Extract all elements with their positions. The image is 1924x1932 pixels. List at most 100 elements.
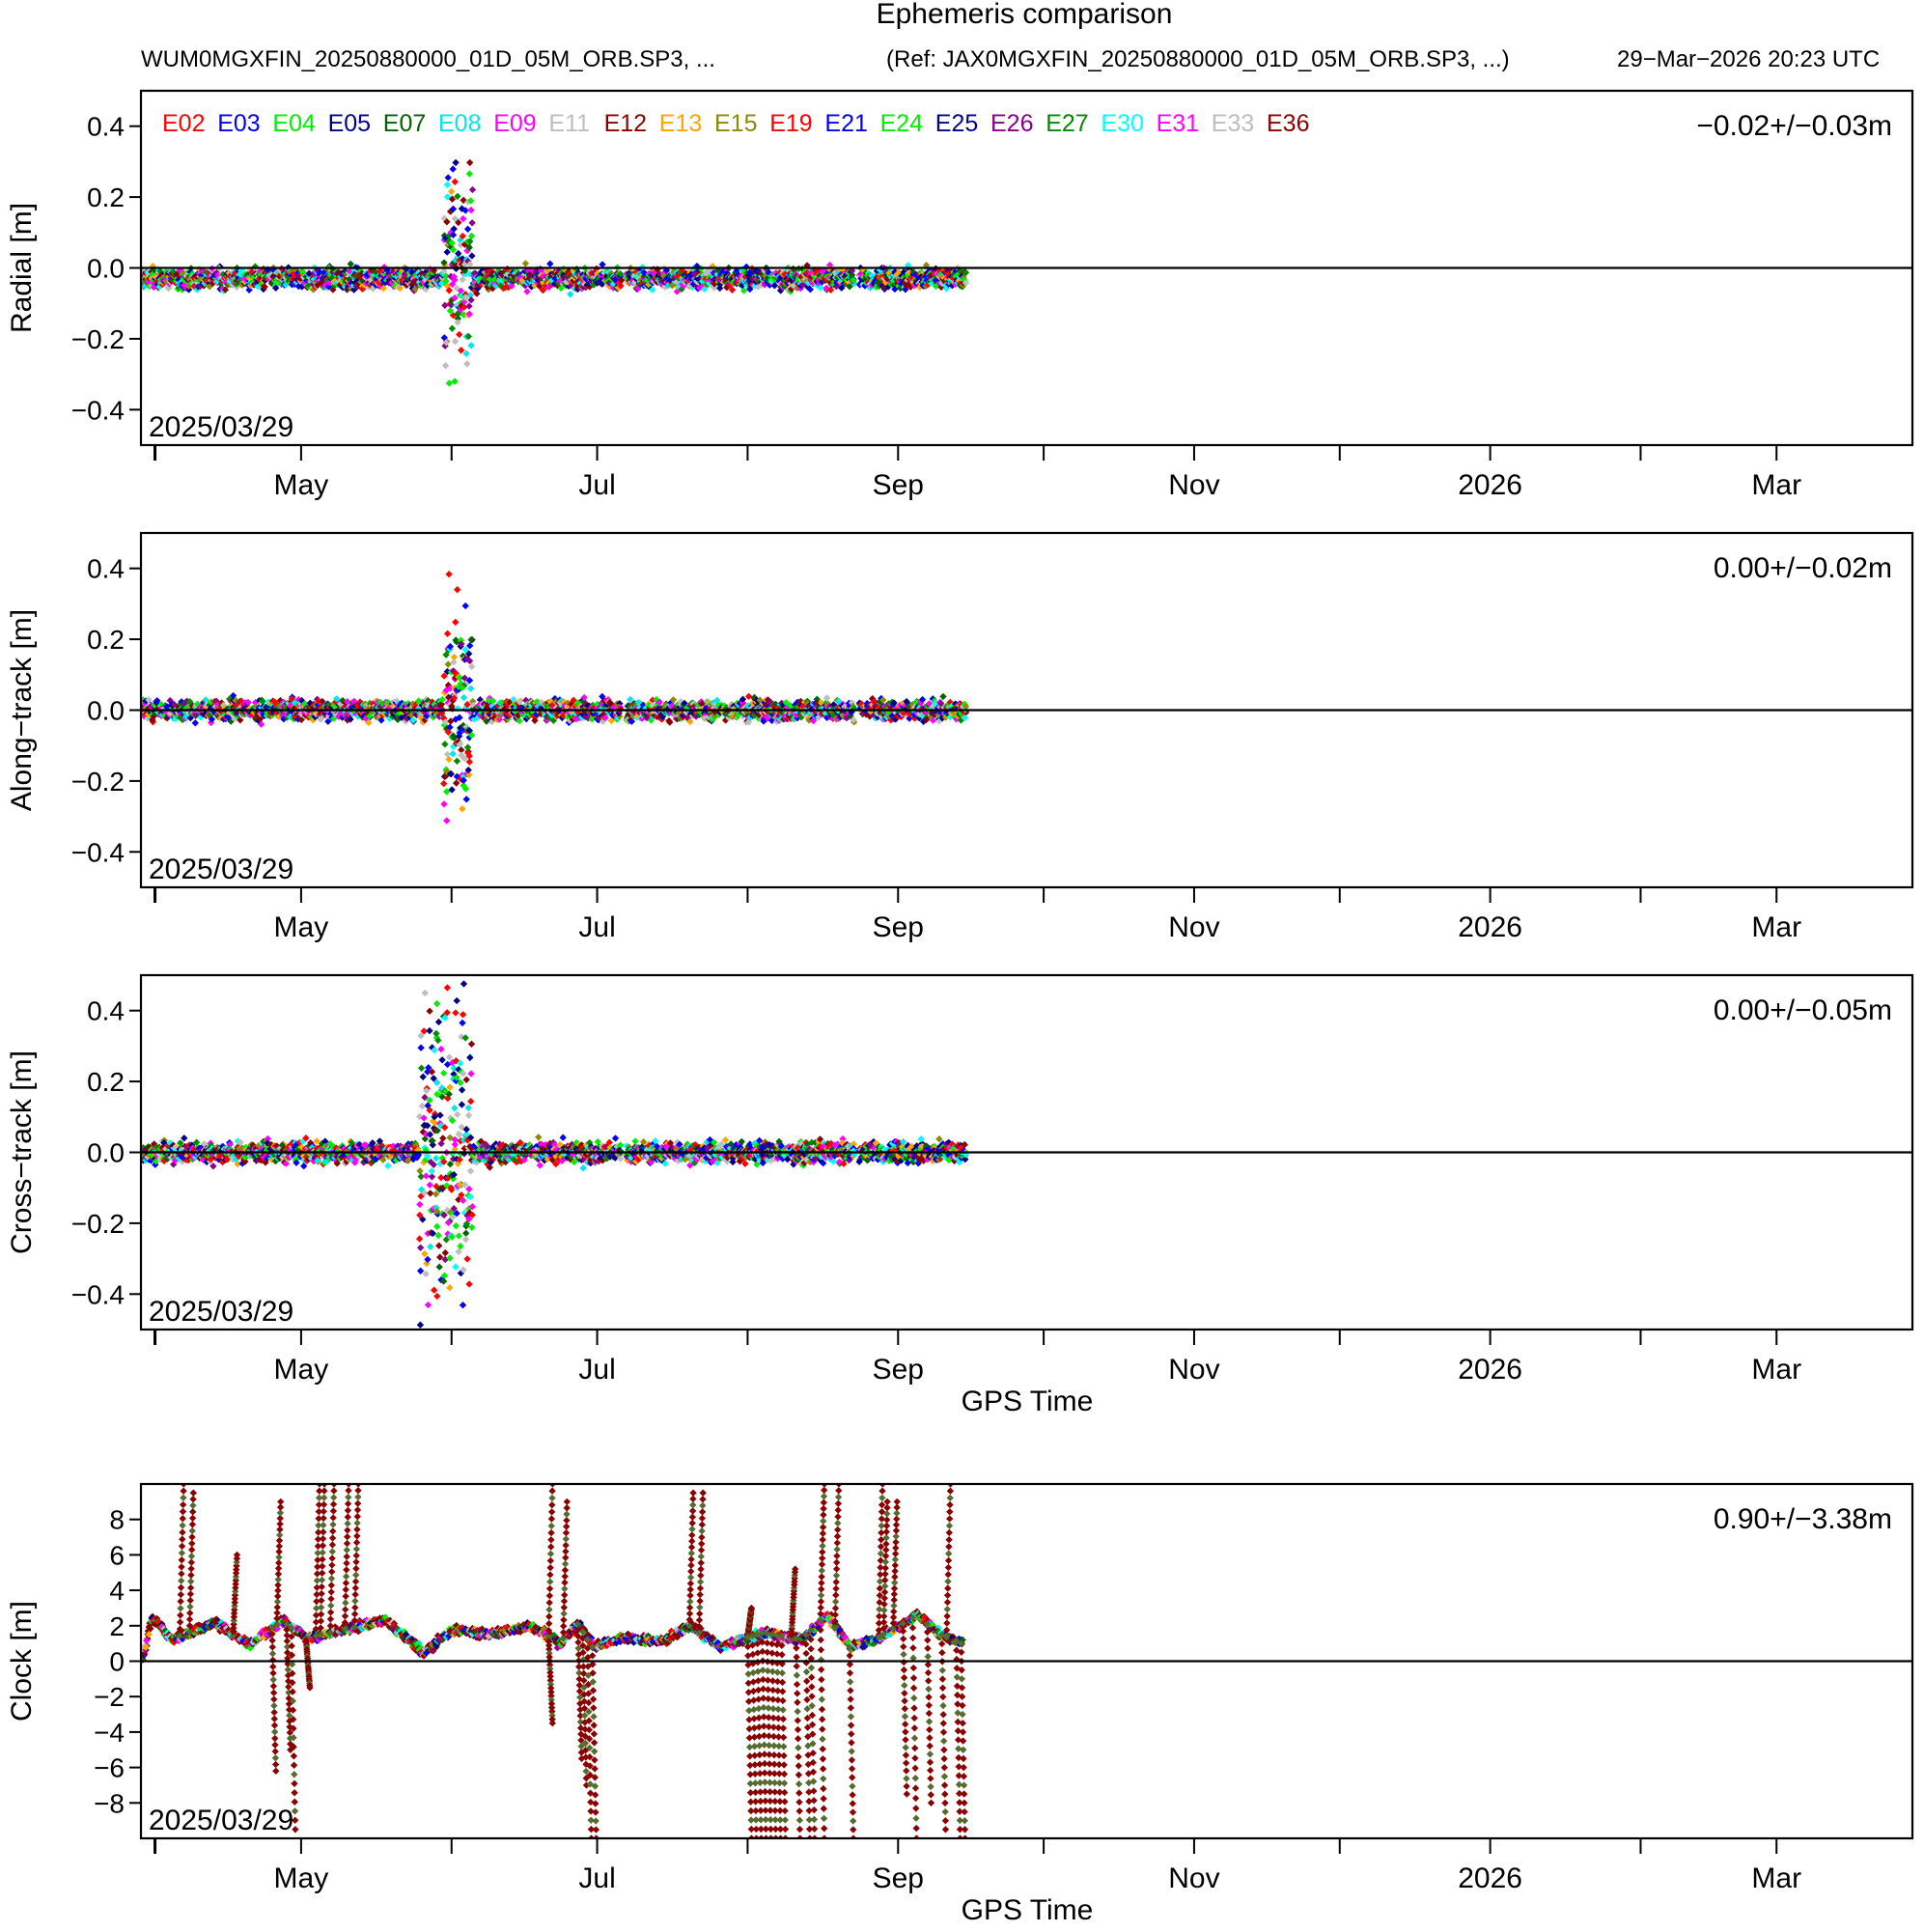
data-point bbox=[452, 618, 460, 627]
data-point bbox=[149, 716, 156, 724]
data-point bbox=[221, 286, 230, 294]
data-point bbox=[468, 185, 477, 194]
data-point bbox=[466, 158, 474, 167]
data-point bbox=[599, 261, 606, 268]
data-point bbox=[324, 717, 332, 725]
x-tick-label: 2026 bbox=[1458, 469, 1522, 501]
data-point bbox=[297, 715, 305, 724]
data-point bbox=[464, 332, 472, 341]
x-tick-label: May bbox=[274, 469, 329, 501]
data-point bbox=[728, 286, 737, 294]
data-point bbox=[618, 276, 626, 284]
data-point bbox=[244, 698, 252, 707]
data-point bbox=[440, 259, 448, 266]
data-point bbox=[443, 181, 451, 189]
data-point bbox=[838, 284, 846, 292]
data-point bbox=[315, 697, 322, 705]
y-tick-label: 0.2 bbox=[87, 182, 125, 212]
data-point bbox=[366, 713, 374, 720]
data-point bbox=[454, 319, 461, 326]
data-point bbox=[711, 284, 718, 292]
data-point bbox=[460, 303, 468, 311]
data-point bbox=[379, 284, 388, 293]
data-point bbox=[739, 287, 748, 294]
data-point bbox=[453, 757, 461, 765]
data-point bbox=[440, 779, 448, 788]
data-point bbox=[347, 715, 354, 723]
data-point bbox=[463, 360, 471, 368]
data-point bbox=[460, 266, 469, 275]
data-point bbox=[962, 268, 970, 276]
stat-label: −0.02+/−0.03m bbox=[1696, 110, 1892, 142]
data-point bbox=[463, 225, 472, 233]
data-point bbox=[962, 279, 970, 287]
data-point bbox=[546, 260, 554, 267]
data-point bbox=[440, 800, 448, 808]
data-point bbox=[257, 720, 265, 728]
data-point bbox=[567, 291, 574, 298]
data-point bbox=[467, 296, 475, 304]
data-point bbox=[446, 307, 455, 315]
data-point bbox=[451, 214, 460, 223]
data-point bbox=[465, 243, 473, 251]
data-point bbox=[453, 779, 460, 787]
data-point bbox=[261, 283, 268, 291]
data-point bbox=[649, 286, 656, 294]
data-point bbox=[443, 248, 451, 256]
data-point bbox=[468, 219, 476, 227]
data-point bbox=[467, 206, 475, 214]
data-point bbox=[451, 276, 459, 284]
data-point bbox=[459, 275, 466, 284]
data-point bbox=[449, 750, 457, 758]
data-point bbox=[450, 225, 458, 233]
data-point bbox=[456, 330, 463, 339]
data-point bbox=[467, 342, 475, 350]
data-point bbox=[462, 796, 470, 803]
data-point bbox=[463, 743, 472, 751]
x-tick-label: Jul bbox=[578, 469, 615, 501]
data-point bbox=[467, 232, 476, 240]
data-point bbox=[465, 170, 474, 178]
data-point bbox=[471, 269, 479, 277]
data-point bbox=[846, 283, 853, 291]
data-point bbox=[450, 653, 459, 661]
data-point bbox=[445, 755, 453, 764]
data-point bbox=[457, 241, 464, 249]
reference-file-label: (Ref: JAX0MGXFIN_20250880000_01D_05M_ORB… bbox=[886, 46, 1510, 72]
data-point bbox=[467, 685, 475, 692]
data-point bbox=[891, 285, 899, 294]
data-point bbox=[468, 662, 476, 671]
data-point bbox=[451, 378, 459, 385]
data-point bbox=[538, 266, 545, 275]
data-point bbox=[441, 741, 449, 748]
data-point bbox=[458, 347, 465, 354]
data-point bbox=[441, 362, 450, 370]
data-point bbox=[617, 270, 625, 278]
data-point bbox=[770, 282, 779, 290]
data-point bbox=[445, 571, 453, 578]
data-point bbox=[442, 339, 451, 347]
data-point bbox=[445, 379, 454, 387]
data-point bbox=[443, 630, 452, 637]
data-point bbox=[466, 292, 475, 299]
data-point bbox=[461, 602, 469, 610]
panel-2-data-points bbox=[141, 571, 970, 825]
data-point bbox=[826, 286, 835, 294]
data-point bbox=[377, 716, 385, 724]
data-point bbox=[259, 697, 266, 706]
data-point bbox=[473, 290, 481, 297]
data-point bbox=[444, 174, 452, 182]
y-axis-label: Radial [m] bbox=[6, 203, 38, 333]
y-tick-label: −0.2 bbox=[71, 324, 125, 354]
data-point bbox=[333, 695, 341, 703]
data-point bbox=[454, 315, 461, 322]
created-timestamp: 29−Mar−2026 20:23 UTC bbox=[1617, 46, 1881, 72]
data-point bbox=[449, 231, 458, 238]
data-point bbox=[445, 287, 453, 294]
data-point bbox=[319, 697, 326, 706]
x-tick-label: Sep bbox=[873, 469, 924, 501]
data-point bbox=[442, 272, 450, 280]
panel-1-data-points bbox=[141, 158, 970, 387]
data-point bbox=[449, 165, 457, 173]
